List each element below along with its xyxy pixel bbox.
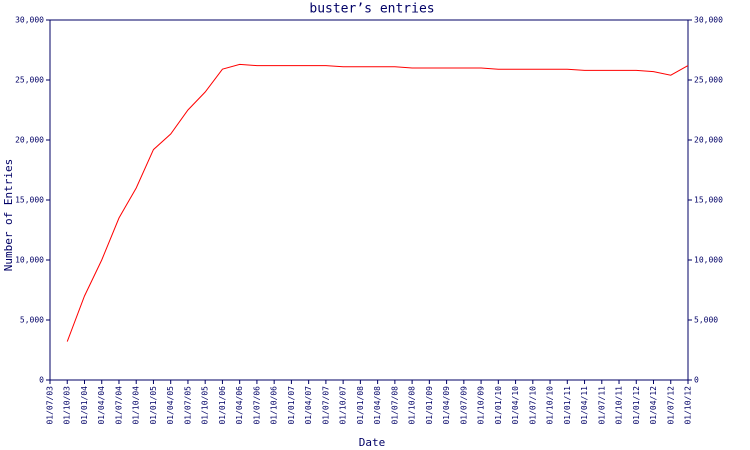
x-tick-label: 01/04/04: [97, 386, 106, 425]
x-tick-label: 01/10/07: [339, 386, 348, 425]
x-tick-label: 01/04/08: [373, 386, 382, 425]
x-axis-label: Date: [359, 436, 386, 449]
x-tick-label: 01/10/03: [63, 386, 72, 425]
x-tick-label: 01/01/05: [149, 386, 158, 425]
x-tick-label: 01/07/12: [666, 386, 675, 425]
x-tick-label: 01/07/03: [46, 386, 55, 425]
x-tick-label: 01/04/11: [580, 386, 589, 425]
x-tick-label: 01/07/07: [321, 386, 330, 425]
y2-tick-label: 20,000: [694, 136, 723, 145]
y-tick-label: 25,000: [15, 76, 44, 85]
y-tick-label: 15,000: [15, 196, 44, 205]
x-tick-label: 01/01/07: [287, 386, 296, 425]
x-tick-label: 01/07/04: [114, 386, 123, 425]
y-tick-label: 10,000: [15, 256, 44, 265]
x-tick-label: 01/01/08: [356, 386, 365, 425]
x-tick-label: 01/01/06: [218, 386, 227, 425]
y2-tick-label: 5,000: [694, 316, 718, 325]
y2-tick-label: 10,000: [694, 256, 723, 265]
x-tick-label: 01/10/09: [477, 386, 486, 425]
x-tick-label: 01/07/11: [597, 386, 606, 425]
x-tick-label: 01/10/11: [615, 386, 624, 425]
x-tick-label: 01/01/11: [563, 386, 572, 425]
y-tick-label: 20,000: [15, 136, 44, 145]
x-tick-label: 01/04/10: [511, 386, 520, 425]
x-tick-label: 01/04/09: [442, 386, 451, 425]
x-tick-label: 01/10/04: [132, 386, 141, 425]
x-tick-label: 01/10/10: [546, 386, 555, 425]
x-tick-label: 01/10/06: [270, 386, 279, 425]
y2-tick-label: 30,000: [694, 16, 723, 25]
y-tick-label: 0: [39, 376, 44, 385]
y-axis-label: Number of Entries: [2, 159, 15, 272]
y-tick-label: 5,000: [20, 316, 44, 325]
x-tick-label: 01/10/08: [408, 386, 417, 425]
x-tick-label: 01/07/08: [390, 386, 399, 425]
data-line: [66, 63, 689, 342]
x-tick-label: 01/04/06: [235, 386, 244, 425]
y-tick-label: 30,000: [15, 16, 44, 25]
y2-tick-label: 0: [694, 376, 699, 385]
x-tick-label: 01/07/09: [459, 386, 468, 425]
x-tick-label: 01/01/04: [80, 386, 89, 425]
x-tick-label: 01/04/07: [304, 386, 313, 425]
y2-tick-label: 25,000: [694, 76, 723, 85]
x-tick-label: 01/01/09: [425, 386, 434, 425]
x-tick-label: 01/10/12: [684, 386, 693, 425]
chart-title: buster’s entries: [309, 2, 434, 17]
plot-frame: [49, 19, 689, 381]
x-tick-label: 01/01/10: [494, 386, 503, 425]
x-tick-label: 01/04/05: [166, 386, 175, 425]
x-tick-label: 01/10/05: [201, 386, 210, 425]
x-tick-label: 01/07/06: [252, 386, 261, 425]
x-tick-label: 01/04/12: [649, 386, 658, 425]
x-tick-label: 01/01/12: [632, 386, 641, 425]
x-tick-label: 01/07/05: [183, 386, 192, 425]
y2-tick-label: 15,000: [694, 196, 723, 205]
x-tick-label: 01/07/10: [528, 386, 537, 425]
